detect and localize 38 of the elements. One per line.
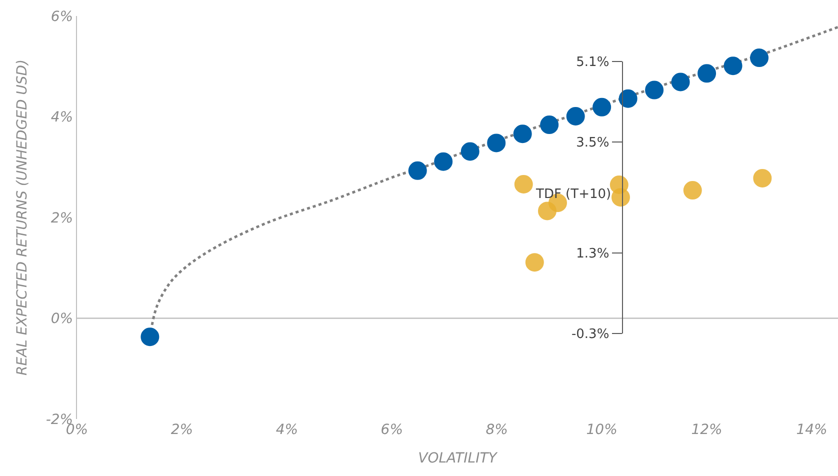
point [698, 64, 716, 83]
y-tick-label: 6% [50, 8, 74, 25]
x-axis-title: VOLATILITY [418, 450, 498, 466]
y-tick-label: 4% [50, 110, 74, 126]
annotation: TDF (T+10) [535, 187, 612, 202]
point [611, 188, 630, 207]
point [683, 181, 702, 200]
point [750, 48, 769, 68]
y2-tick-label: 5.1% [576, 54, 610, 70]
point [487, 134, 506, 152]
x-tick-label: 8% [486, 422, 508, 438]
y2-tick-label: 3.5% [576, 135, 610, 150]
point [753, 168, 772, 188]
y-axis-title: REAL EXPECTED RETURNS (UNHEDGED USD) [14, 59, 30, 376]
y2-tick-label: 1.3% [576, 246, 610, 262]
point [618, 89, 638, 108]
y-tick-label: 0% [50, 311, 74, 328]
point [671, 72, 690, 92]
point [513, 124, 532, 144]
point [525, 253, 544, 272]
point [592, 98, 612, 116]
point [460, 142, 480, 161]
point [514, 175, 533, 194]
y-tick-label: 2% [50, 210, 74, 226]
point [540, 116, 559, 134]
point [434, 152, 453, 171]
point [566, 107, 585, 126]
y2-tick-label: -0.3% [571, 326, 610, 342]
x-tick-label: 4% [276, 422, 298, 438]
point [408, 161, 427, 180]
x-tick-label: 6% [380, 422, 404, 438]
x-tick-label: 14% [796, 422, 828, 438]
point [724, 56, 742, 76]
point [140, 328, 160, 346]
x-tick-label: 10% [586, 422, 618, 438]
point [645, 80, 664, 100]
x-tick-label: 12% [691, 422, 722, 438]
x-tick-label: 2% [170, 422, 194, 438]
